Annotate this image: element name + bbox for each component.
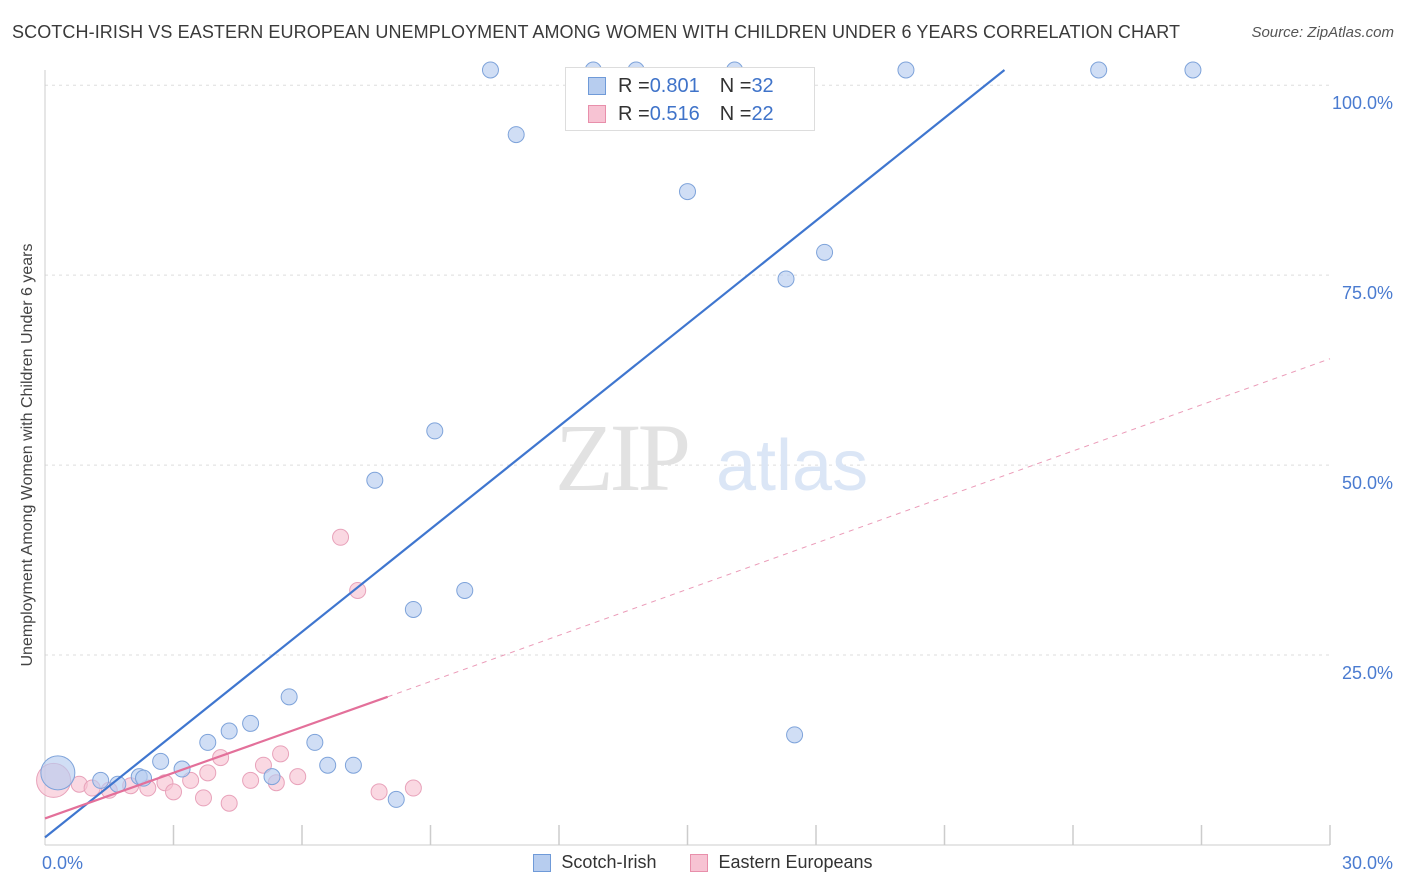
r-label: R = [618,102,650,125]
scotch-irish-point [199,733,217,751]
trendlines [44,69,1331,839]
watermark-atlas: atlas [716,426,868,506]
trendline-scotch-irish [44,69,1006,839]
y-tick-label: 75.0% [1342,283,1393,303]
scotch-irish-point [242,714,260,732]
eastern-europeans-point [289,768,307,786]
watermark-zip: ZIP [555,404,688,511]
scotch-irish-point [152,752,170,770]
y-tick-label: 50.0% [1342,473,1393,493]
eastern-europeans-swatch [588,105,606,123]
eastern-europeans-point [349,581,367,599]
scotch-irish-point [456,581,474,599]
r-value: 0.516 [649,102,700,125]
scotch-irish-point [344,756,362,774]
n-value: 32 [751,74,774,97]
y-axis-tick-labels: 25.0% 50.0% 75.0% 100.0% [1332,93,1393,683]
scotch-irish-point [280,688,298,706]
stats-row-eastern-europeans: R = 0.516 N = 22 [588,101,774,127]
y-tick-label: 25.0% [1342,663,1393,683]
series-legend: Scotch-Irish Eastern Europeans [0,852,1406,873]
legend-label: Scotch-Irish [561,852,657,872]
scotch-irish-swatch [588,77,606,95]
x-tick-label: 0.0% [42,853,83,873]
stats-legend: R = 0.801 N = 32 R = 0.516 N = 22 [565,67,815,131]
eastern-europeans-point [194,789,212,807]
n-value: 22 [751,102,774,125]
scotch-irish-swatch [533,853,552,872]
scotch-irish-point [816,243,834,261]
scotch-irish-point [387,790,405,808]
eastern-europeans-point [165,783,182,801]
legend-label: Eastern Europeans [718,852,873,872]
scotch-irish-point [263,768,281,786]
series-eastern-europeans [36,528,422,812]
eastern-europeans-point [182,771,200,789]
eastern-europeans-point [220,794,238,812]
eastern-europeans-point [254,756,272,774]
scotch-irish-point [507,126,525,144]
scotch-irish-point [679,183,696,201]
source-label: Source: ZipAtlas.com [1251,24,1394,41]
eastern-europeans-point [242,771,260,789]
scotch-irish-point [404,600,422,618]
scotch-irish-point [426,422,444,440]
scotch-irish-point [319,756,337,774]
eastern-europeans-point [272,745,290,763]
legend-item-scotch-irish[interactable]: Scotch-Irish [533,852,656,873]
scotch-irish-point [306,733,324,751]
trendline-eastern-europeans [387,358,1331,698]
chart-title: SCOTCH-IRISH VS EASTERN EUROPEAN UNEMPLO… [12,22,1181,42]
x-axis-tick-labels: 0.0% 30.0% [42,853,1393,873]
series-scotch-irish [40,61,1202,808]
trendline-eastern-europeans [44,695,389,820]
eastern-europeans-point [199,764,217,782]
scotch-irish-point [897,61,915,79]
scotch-irish-point [40,755,76,791]
eastern-europeans-point [370,783,388,801]
scotch-irish-point [1184,61,1202,79]
scotch-irish-point [481,61,499,79]
scotch-irish-point [92,771,110,789]
eastern-europeans-point [404,779,422,797]
r-value: 0.801 [649,74,700,97]
scotch-irish-point [220,722,238,740]
legend-item-eastern-europeans[interactable]: Eastern Europeans [690,852,873,873]
scotch-irish-point [786,726,804,744]
scotch-irish-point [777,270,795,288]
n-label: N = [719,102,752,125]
r-label: R = [618,74,650,97]
eastern-europeans-swatch [690,853,709,872]
n-label: N = [719,74,752,97]
watermark: ZIP atlas [555,404,868,511]
scotch-irish-point [366,471,384,489]
scotch-irish-point [1090,61,1108,79]
y-tick-label: 100.0% [1332,93,1393,113]
x-tick-label: 30.0% [1342,853,1393,873]
x-axis-ticks [172,825,1331,845]
eastern-europeans-point [332,528,350,546]
stats-row-scotch-irish: R = 0.801 N = 32 [588,73,774,99]
